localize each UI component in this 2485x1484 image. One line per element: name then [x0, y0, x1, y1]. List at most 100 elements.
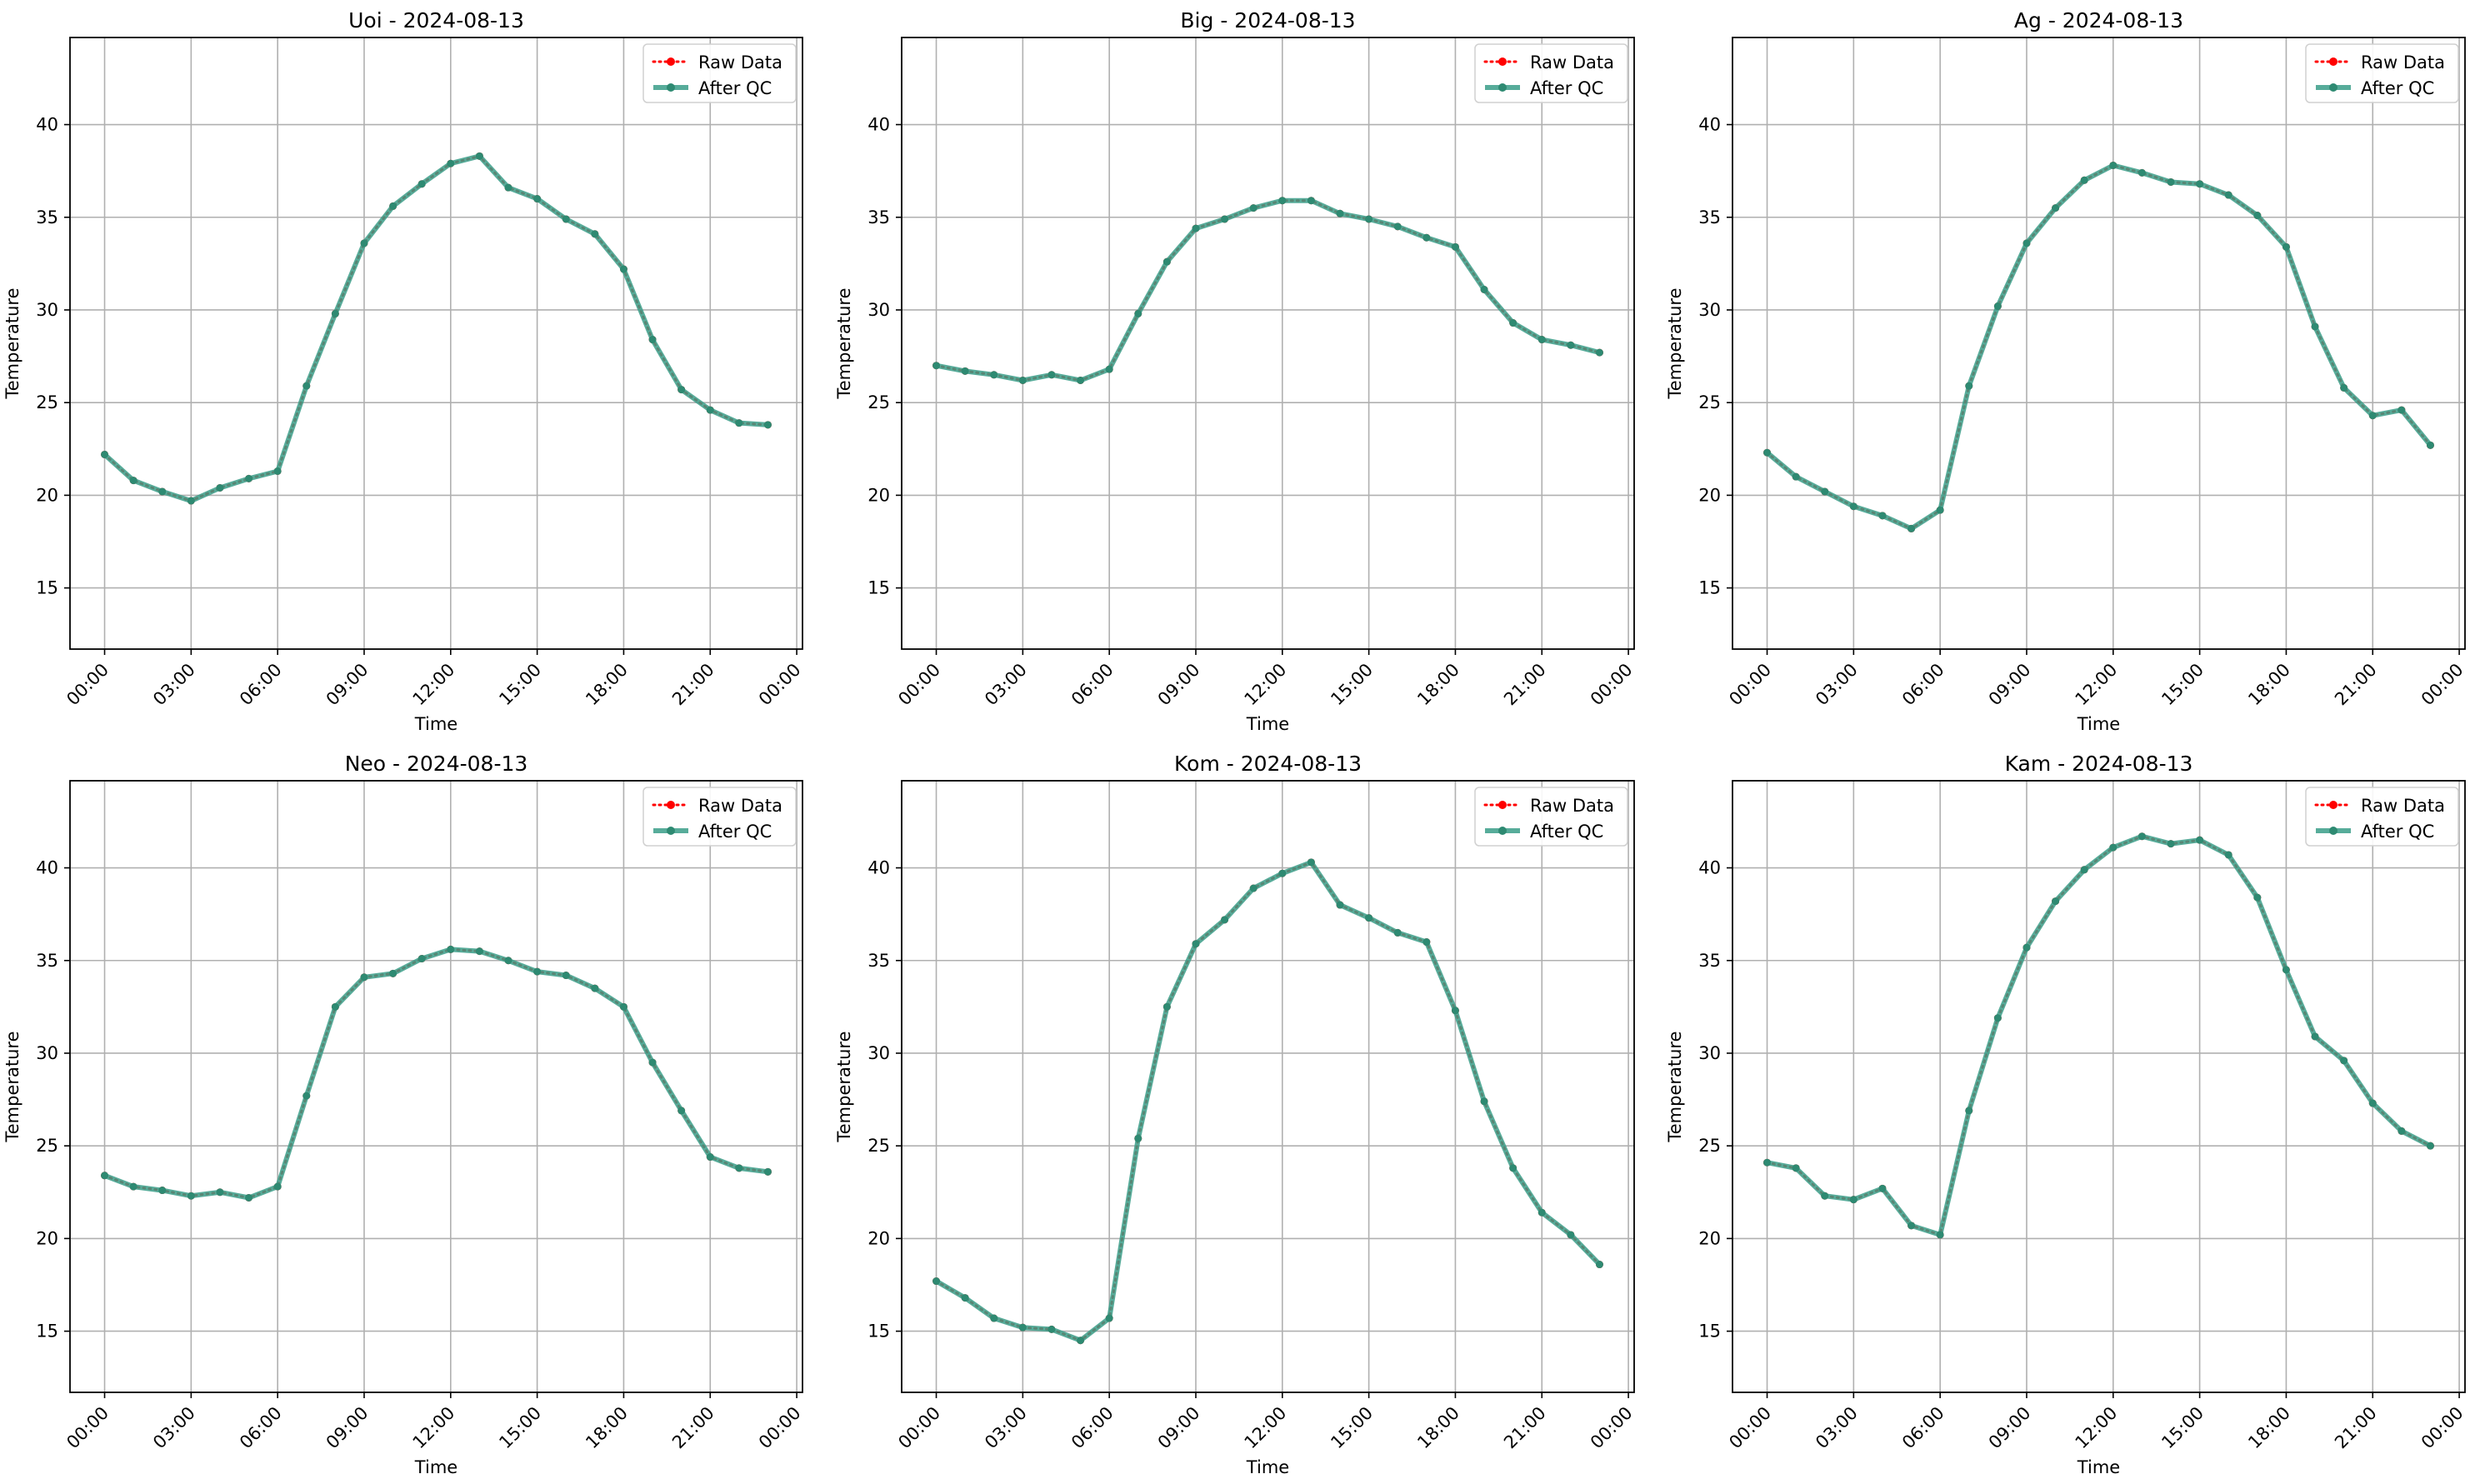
chart-title: Uoi - 2024-08-13	[348, 8, 524, 32]
chart-panel: 00:00 03:00 06:00 09:00 12:00 15:00 18:00 21:00…	[2, 752, 805, 1477]
y-tick-label: 35	[868, 207, 890, 227]
after-qc-point	[1538, 336, 1546, 344]
after-qc-point	[245, 474, 253, 482]
after-qc-point	[2196, 180, 2204, 188]
y-tick-label: 40	[1698, 115, 1721, 135]
x-tick-label: 18:00	[2244, 1403, 2294, 1453]
y-axis-label: Temperature	[834, 1031, 854, 1142]
x-tick-label: 21:00	[1500, 660, 1550, 710]
chart-title: Big - 2024-08-13	[1180, 8, 1355, 32]
after-qc-point	[2253, 212, 2262, 220]
after-qc-point	[1192, 224, 1200, 232]
y-tick-label: 15	[868, 578, 890, 598]
after-qc-point	[1018, 376, 1027, 384]
y-tick-label: 15	[36, 1322, 58, 1342]
after-qc-point	[735, 1164, 743, 1172]
x-tick-label: 15:00	[495, 1403, 545, 1453]
x-tick-label: 09:00	[1154, 1403, 1204, 1453]
x-tick-label: 18:00	[582, 1403, 632, 1453]
y-tick-label: 25	[1698, 1136, 1721, 1156]
x-tick-label: 06:00	[236, 660, 286, 710]
x-tick-label: 00:00	[2418, 1403, 2468, 1453]
after-qc-point	[1162, 1002, 1171, 1011]
x-axis-label: Time	[414, 714, 458, 734]
x-tick-label: 15:00	[495, 660, 545, 710]
y-tick-label: 15	[36, 578, 58, 598]
legend: Raw Data After QC	[1474, 43, 1628, 103]
x-tick-label: 00:00	[755, 1403, 805, 1453]
x-axis-label: Time	[1246, 714, 1289, 734]
y-tick-label: 25	[36, 1136, 58, 1156]
legend-raw-marker	[2329, 801, 2338, 809]
after-qc-point	[2340, 383, 2348, 392]
after-qc-point	[331, 309, 339, 317]
x-tick-label: 09:00	[322, 1403, 372, 1453]
after-qc-point	[1018, 1323, 1027, 1332]
after-qc-point	[2080, 176, 2088, 184]
after-qc-point	[1936, 506, 1944, 514]
legend-qc-marker	[667, 827, 675, 835]
after-qc-point	[2398, 1127, 2406, 1135]
after-qc-point	[2311, 1032, 2319, 1041]
after-qc-point	[1509, 1164, 1518, 1172]
after-qc-point	[1451, 242, 1459, 251]
after-qc-point	[1221, 215, 1229, 223]
x-tick-label: 15:00	[1327, 660, 1377, 710]
axes-frame	[69, 780, 803, 1393]
x-tick-label: 12:00	[2072, 660, 2122, 710]
axes-frame	[1732, 37, 2466, 650]
raw-data-line	[1766, 163, 2432, 531]
y-tick-label: 30	[36, 1043, 58, 1063]
after-qc-point	[2167, 840, 2175, 848]
after-qc-point	[504, 183, 512, 192]
x-tick-label: 09:00	[322, 660, 372, 710]
after-qc-point	[961, 1294, 969, 1302]
y-tick-label: 20	[36, 1228, 58, 1248]
legend-raw-marker	[667, 801, 675, 809]
x-tick-label: 12:00	[2072, 1403, 2122, 1453]
after-qc-point	[2022, 239, 2031, 247]
after-qc-point	[1878, 512, 1887, 520]
legend: Raw Data After QC	[642, 787, 797, 847]
after-qc-point	[1048, 371, 1056, 379]
x-tick-label: 12:00	[1241, 1403, 1291, 1453]
legend-raw-label: Raw Data	[2361, 52, 2445, 72]
y-tick-label: 20	[868, 485, 890, 505]
chart-title: Kom - 2024-08-13	[1174, 752, 1362, 776]
after-qc-point	[1422, 938, 1431, 947]
x-tick-label: 00:00	[1587, 1403, 1637, 1453]
after-qc-point	[2340, 1057, 2348, 1065]
x-tick-label: 21:00	[668, 1403, 718, 1453]
after-qc-point	[475, 947, 483, 956]
after-qc-point	[1763, 448, 1772, 457]
y-tick-label: 40	[36, 858, 58, 878]
y-tick-label: 35	[36, 951, 58, 971]
after-qc-point	[1595, 348, 1603, 357]
after-qc-point	[1821, 487, 1829, 496]
after-qc-point	[216, 483, 224, 492]
after-qc-point	[187, 497, 195, 505]
x-axis-label: Time	[2077, 714, 2120, 734]
after-qc-point	[129, 477, 138, 485]
after-qc-line	[103, 947, 768, 1201]
y-tick-label: 20	[36, 485, 58, 505]
after-qc-point	[2052, 204, 2060, 212]
legend-raw-label: Raw Data	[2361, 796, 2445, 816]
legend-qc-label: After QC	[698, 78, 772, 98]
raw-data-line	[1766, 835, 2432, 1237]
legend-raw-marker	[1498, 801, 1507, 809]
after-qc-point	[389, 969, 398, 977]
after-qc-point	[2311, 322, 2319, 331]
legend-raw-label: Raw Data	[1530, 52, 1614, 72]
x-tick-label: 00:00	[2418, 660, 2468, 710]
chart-panel: 00:00 03:00 06:00 09:00 12:00 15:00 18:00 21:00…	[1665, 752, 2468, 1477]
after-qc-point	[1393, 222, 1402, 231]
after-qc-point	[1048, 1325, 1056, 1333]
after-qc-point	[101, 450, 109, 458]
after-qc-point	[932, 362, 941, 370]
legend-qc-marker	[667, 83, 675, 92]
after-qc-point	[619, 1002, 628, 1011]
raw-data-line	[935, 199, 1601, 382]
x-tick-label: 06:00	[1068, 1403, 1118, 1453]
after-qc-point	[302, 382, 311, 390]
